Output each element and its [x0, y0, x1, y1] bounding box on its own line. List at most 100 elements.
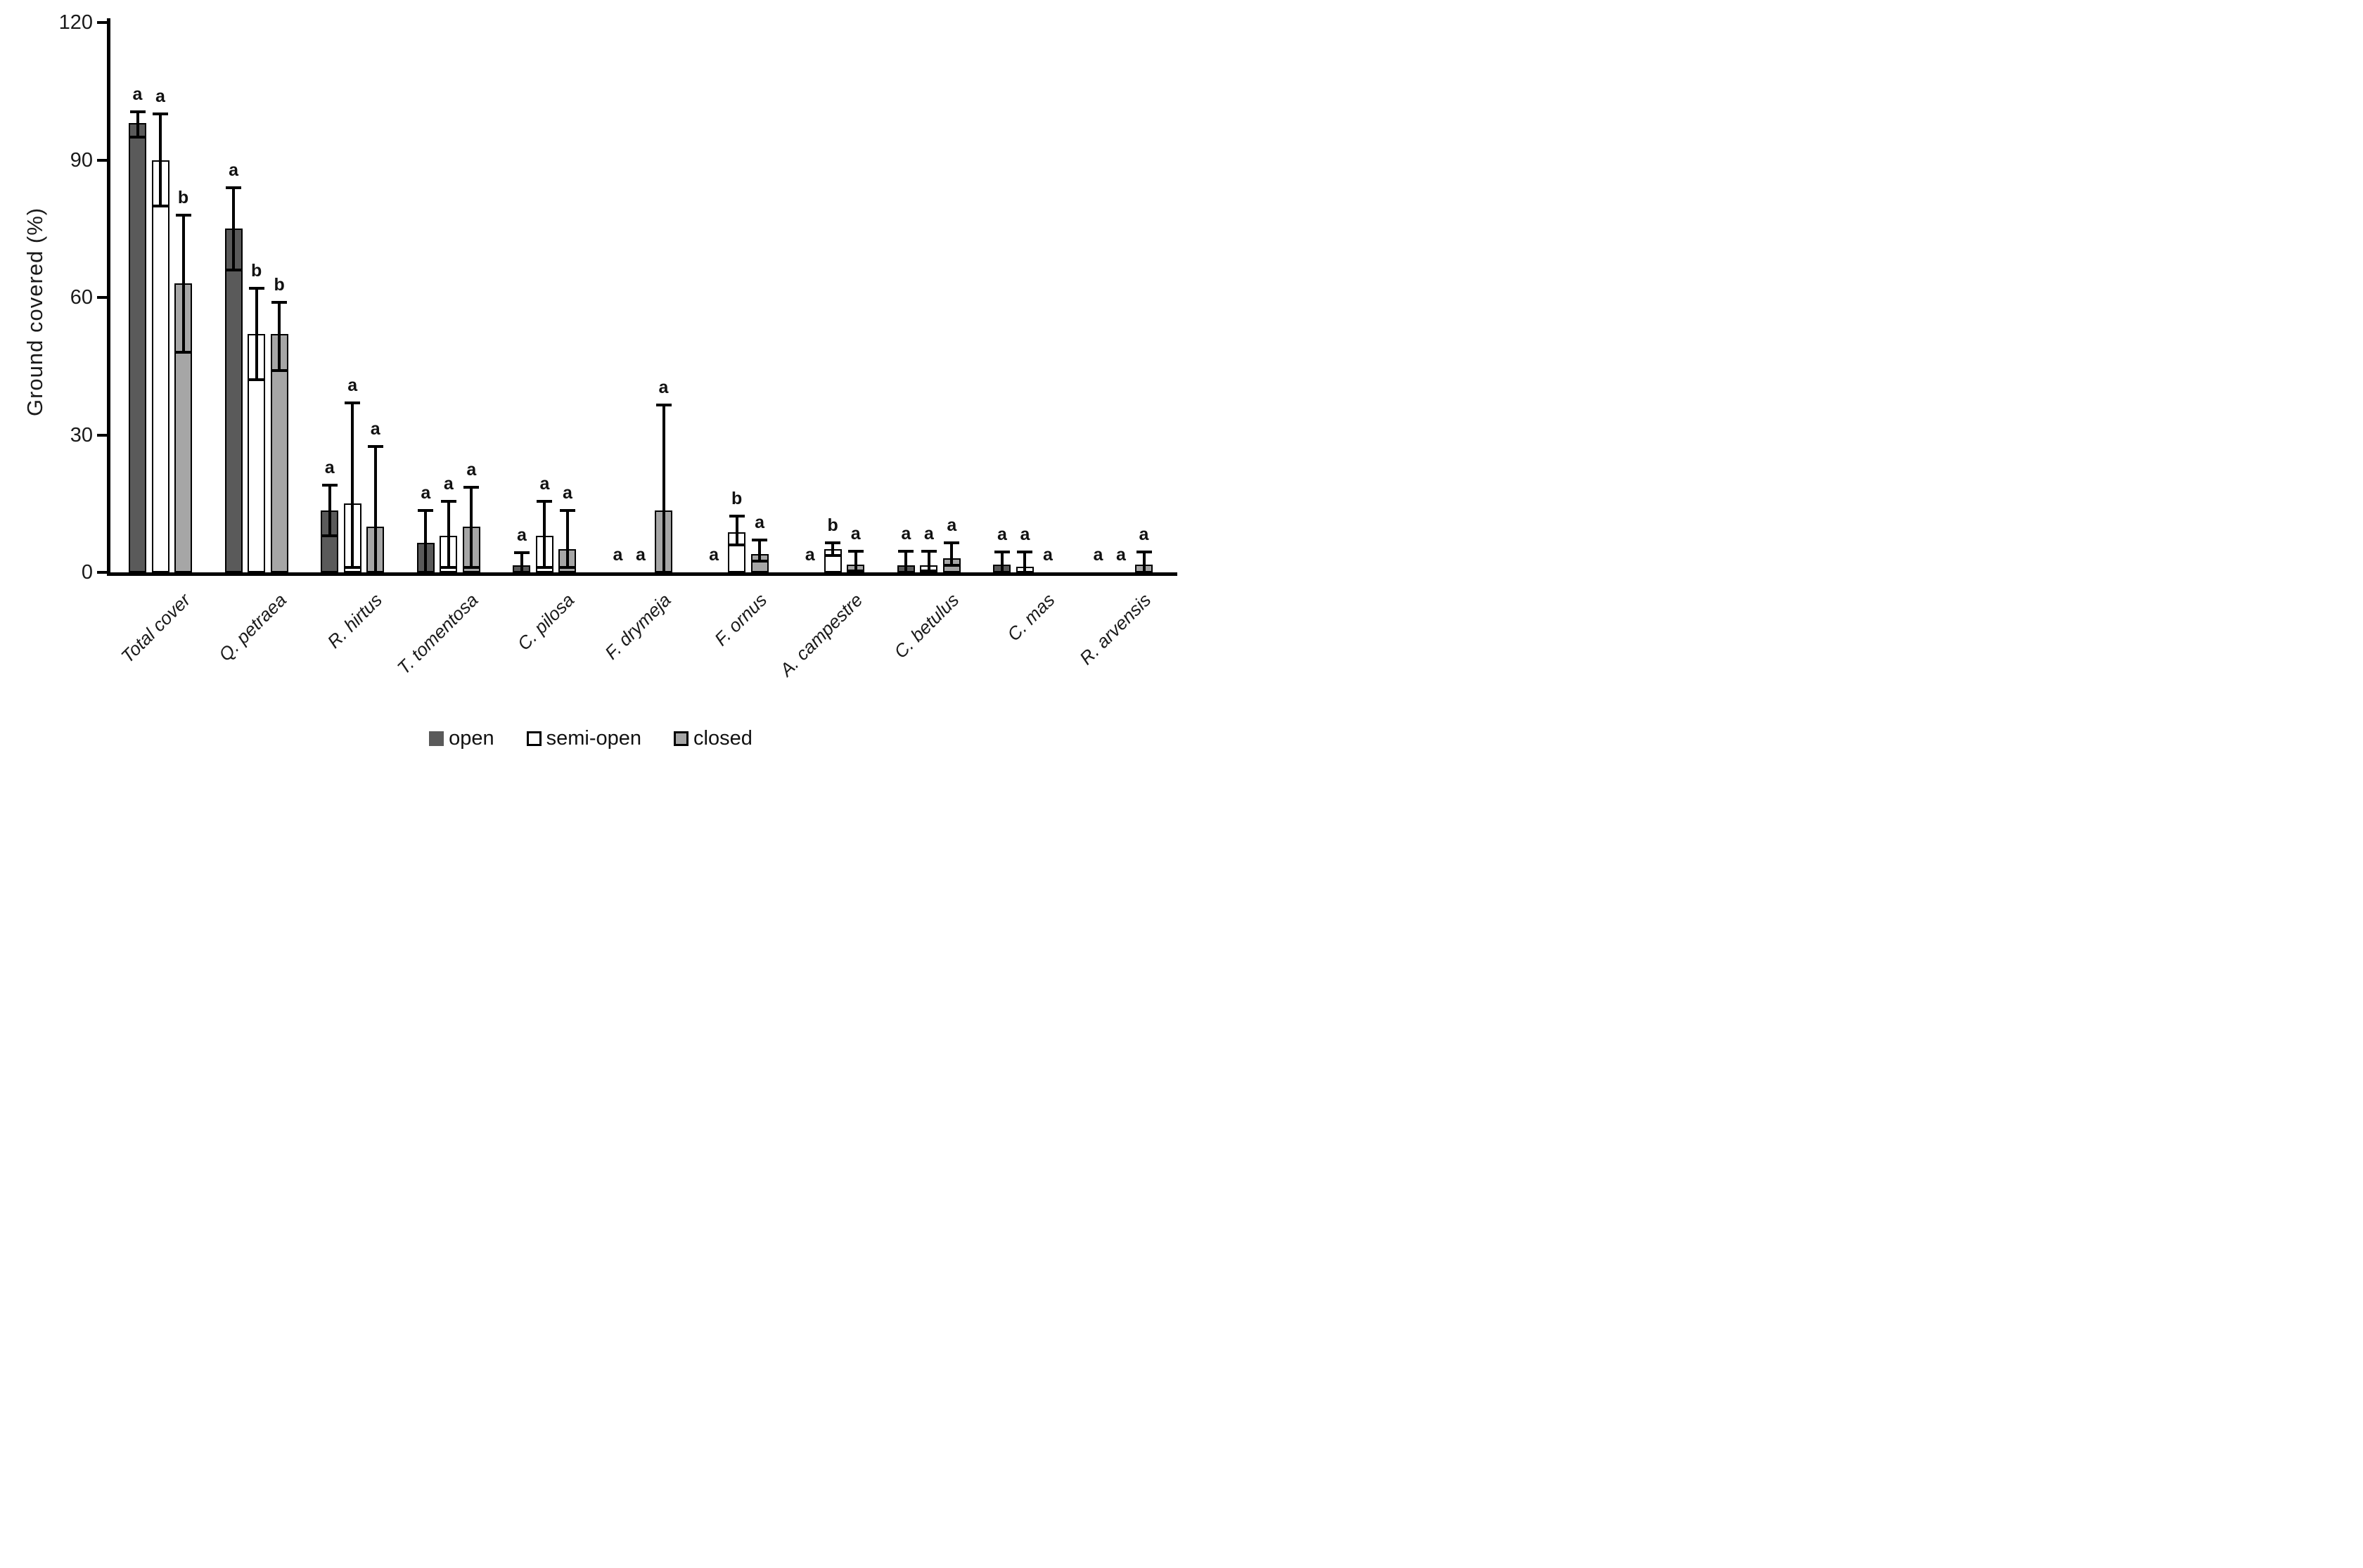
significance-letter: a	[443, 473, 454, 494]
error-cap-top	[129, 110, 146, 114]
significance-letter: a	[155, 86, 165, 107]
legend-swatch-closed	[674, 731, 689, 746]
error-cap-top	[1136, 551, 1152, 554]
error-cap-top	[226, 186, 242, 189]
error-bar	[136, 112, 139, 137]
significance-letter: b	[827, 515, 838, 535]
error-cap-top	[321, 484, 338, 487]
significance-letter: a	[466, 460, 477, 480]
y-tick-label: 30	[70, 423, 93, 446]
bar-closed	[750, 553, 769, 572]
error-cap-bottom	[921, 570, 937, 573]
error-bar	[735, 515, 738, 545]
error-cap-top	[463, 486, 480, 489]
error-bar	[181, 214, 185, 353]
significance-letter: a	[997, 525, 1007, 545]
error-bar	[662, 405, 665, 572]
error-cap-top	[513, 551, 530, 554]
error-bar	[950, 542, 954, 566]
category-label: Total cover	[116, 589, 195, 667]
error-bar	[927, 551, 930, 572]
significance-letter: a	[539, 473, 550, 494]
error-bar	[1142, 552, 1146, 572]
legend-label: open	[449, 727, 494, 750]
error-cap-bottom	[321, 534, 338, 537]
bar-semi-open	[151, 160, 169, 572]
category-label: C. betulus	[890, 589, 963, 662]
error-cap-top	[367, 444, 383, 448]
y-tick-mark	[97, 571, 108, 574]
significance-letter: b	[177, 187, 189, 207]
error-cap-bottom	[729, 543, 745, 546]
error-bar	[904, 551, 908, 572]
error-cap-top	[175, 213, 191, 217]
error-cap-top	[944, 541, 960, 544]
error-cap-top	[729, 514, 745, 518]
error-cap-bottom	[129, 135, 146, 139]
category-label: C. mas	[1003, 589, 1059, 645]
error-cap-bottom	[345, 566, 361, 570]
category-label: Q. petraea	[214, 589, 290, 666]
category-label: R. arvensis	[1075, 589, 1155, 669]
legend-item-semi-open: semi-open	[526, 727, 642, 750]
bar-closed	[270, 334, 288, 572]
error-cap-top	[825, 541, 841, 544]
legend-item-open: open	[429, 728, 494, 749]
significance-letter: a	[347, 375, 358, 395]
y-tick-label: 0	[81, 561, 93, 584]
error-cap-top	[898, 550, 914, 553]
significance-letter: a	[850, 524, 861, 544]
x-axis-line	[107, 572, 1177, 576]
category-label: F. ornus	[710, 589, 771, 650]
error-bar	[543, 501, 546, 568]
category-label: A. campestre	[775, 589, 867, 681]
error-cap-bottom	[153, 204, 168, 207]
significance-letter: b	[731, 488, 743, 508]
legend-label: closed	[693, 727, 753, 750]
category-label: T. tomentosa	[393, 589, 483, 679]
error-bar	[520, 552, 523, 572]
y-tick-mark	[97, 21, 108, 24]
error-bar	[424, 510, 428, 572]
legend-swatch-semi-open	[526, 731, 542, 746]
significance-letter: a	[755, 513, 765, 533]
error-cap-bottom	[175, 351, 191, 354]
y-tick-mark	[97, 296, 108, 299]
significance-letter: a	[923, 524, 934, 544]
significance-letter: a	[613, 545, 623, 565]
error-cap-top	[559, 509, 575, 513]
y-tick-mark	[97, 433, 108, 437]
legend-item-closed: closed	[674, 728, 753, 749]
significance-letter: a	[1042, 545, 1053, 565]
significance-letter: b	[250, 260, 262, 281]
significance-letter: a	[636, 545, 646, 565]
bar-open	[129, 123, 146, 572]
bar-open	[224, 229, 243, 572]
error-cap-bottom	[463, 566, 480, 570]
error-bar	[159, 114, 162, 206]
category-label: R. hirtus	[323, 589, 387, 653]
error-bar	[1023, 552, 1027, 572]
significance-letter: a	[324, 458, 335, 478]
significance-letter: a	[421, 483, 431, 503]
error-cap-bottom	[752, 560, 768, 563]
y-tick-label: 90	[70, 148, 93, 172]
error-cap-top	[655, 404, 672, 407]
legend-swatch-open	[429, 731, 444, 746]
error-bar	[758, 540, 762, 562]
significance-letter: a	[709, 545, 719, 565]
significance-letter: a	[516, 525, 527, 545]
error-bar	[328, 485, 331, 536]
significance-letter: a	[132, 84, 143, 105]
significance-letter: a	[658, 378, 669, 398]
error-cap-bottom	[559, 566, 575, 570]
significance-letter: a	[947, 515, 957, 535]
error-cap-bottom	[248, 378, 264, 382]
error-bar	[278, 302, 281, 371]
error-cap-top	[537, 499, 553, 503]
legend-label: semi-open	[546, 727, 642, 750]
y-tick-mark	[97, 158, 108, 162]
error-cap-top	[345, 401, 361, 404]
error-bar	[447, 501, 450, 568]
